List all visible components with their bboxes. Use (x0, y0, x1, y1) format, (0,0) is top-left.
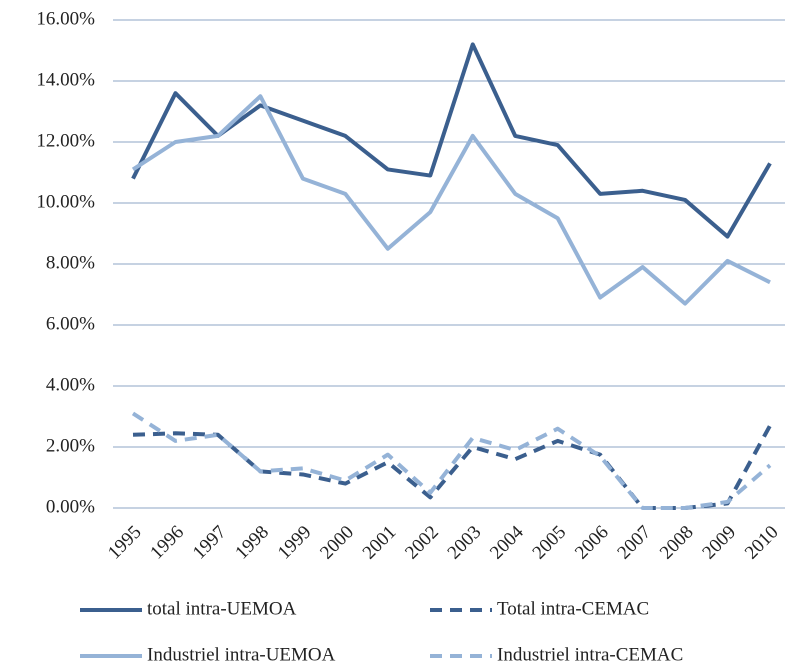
series-line (132, 424, 772, 510)
x-tick-label: 2008 (656, 522, 698, 564)
x-tick-label: 2006 (571, 522, 613, 564)
x-tick-label: 1999 (274, 522, 316, 564)
x-tick-label: 1996 (146, 522, 188, 564)
y-tick-label: 8.00% (46, 252, 95, 273)
y-tick-label: 2.00% (46, 435, 95, 456)
y-tick-label: 6.00% (46, 313, 95, 334)
x-tick-label: 2003 (444, 522, 486, 564)
y-tick-label: 12.00% (36, 130, 95, 151)
y-tick-label: 14.00% (36, 69, 95, 90)
x-tick-label: 2004 (486, 521, 528, 563)
x-tick-label: 2002 (401, 522, 443, 564)
x-tick-label: 2005 (529, 522, 571, 564)
x-tick-label: 1995 (104, 522, 146, 564)
legend-label: Industriel intra-CEMAC (497, 644, 683, 665)
x-tick-label: 1998 (231, 522, 273, 564)
series-line (131, 411, 772, 510)
x-tick-label: 2000 (316, 522, 358, 564)
x-tick-label: 2007 (613, 522, 655, 564)
y-tick-label: 10.00% (36, 191, 95, 212)
x-tick-label: 2010 (741, 522, 783, 564)
legend-label: total intra-UEMOA (147, 598, 297, 619)
x-tick-label: 2001 (359, 522, 401, 564)
y-tick-label: 0.00% (46, 496, 95, 517)
series-line (131, 94, 771, 306)
legend-label: Total intra-CEMAC (497, 598, 649, 619)
legend-label: Industriel intra-UEMOA (147, 644, 336, 665)
y-tick-label: 16.00% (36, 8, 95, 29)
x-tick-label: 1997 (189, 522, 231, 564)
y-tick-label: 4.00% (46, 374, 95, 395)
x-tick-label: 2009 (698, 522, 740, 564)
series-line (131, 42, 772, 239)
